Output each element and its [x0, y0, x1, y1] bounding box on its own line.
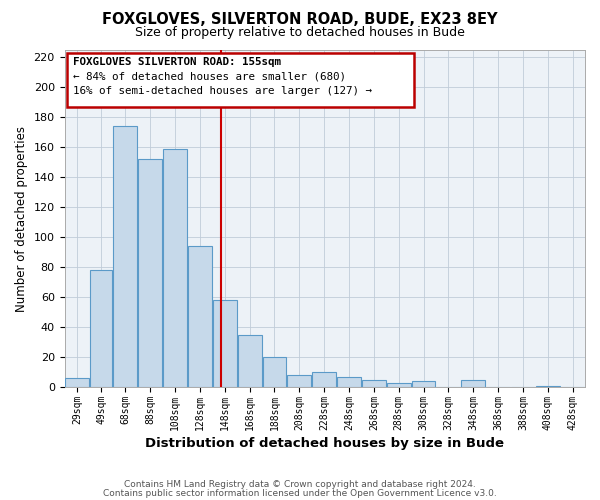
X-axis label: Distribution of detached houses by size in Bude: Distribution of detached houses by size …: [145, 437, 504, 450]
Text: Contains public sector information licensed under the Open Government Licence v3: Contains public sector information licen…: [103, 488, 497, 498]
Text: FOXGLOVES SILVERTON ROAD: 155sqm: FOXGLOVES SILVERTON ROAD: 155sqm: [73, 58, 281, 68]
Bar: [263, 357, 286, 387]
Bar: [163, 149, 187, 387]
Bar: [337, 376, 361, 387]
Bar: [312, 372, 336, 387]
Bar: [387, 382, 410, 387]
Text: Contains HM Land Registry data © Crown copyright and database right 2024.: Contains HM Land Registry data © Crown c…: [124, 480, 476, 489]
Bar: [287, 375, 311, 387]
Bar: [139, 160, 162, 387]
Bar: [362, 380, 386, 387]
Bar: [188, 246, 212, 387]
Bar: [536, 386, 560, 387]
Text: 16% of semi-detached houses are larger (127) →: 16% of semi-detached houses are larger (…: [73, 86, 372, 96]
Text: FOXGLOVES, SILVERTON ROAD, BUDE, EX23 8EY: FOXGLOVES, SILVERTON ROAD, BUDE, EX23 8E…: [102, 12, 498, 28]
Bar: [65, 378, 89, 387]
Bar: [461, 380, 485, 387]
Bar: [113, 126, 137, 387]
Bar: [90, 270, 112, 387]
Bar: [412, 381, 436, 387]
Text: Size of property relative to detached houses in Bude: Size of property relative to detached ho…: [135, 26, 465, 39]
Bar: [238, 334, 262, 387]
Y-axis label: Number of detached properties: Number of detached properties: [15, 126, 28, 312]
FancyBboxPatch shape: [67, 53, 413, 107]
Text: ← 84% of detached houses are smaller (680): ← 84% of detached houses are smaller (68…: [73, 72, 346, 82]
Bar: [213, 300, 236, 387]
